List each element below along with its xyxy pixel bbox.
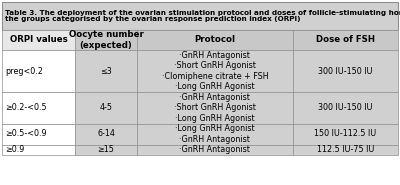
Text: 300 IU-150 IU: 300 IU-150 IU xyxy=(318,66,373,75)
Text: Table 3. The deployment of the ovarian stimulation protocol and doses of follicl: Table 3. The deployment of the ovarian s… xyxy=(5,9,400,23)
Text: ·GnRH Antagonist
·Short GnRH Agonist
·Clomiphene citrate + FSH
·Long GnRH Agonis: ·GnRH Antagonist ·Short GnRH Agonist ·Cl… xyxy=(162,51,268,91)
Text: 6-14: 6-14 xyxy=(97,130,115,139)
Text: 4-5: 4-5 xyxy=(100,103,112,112)
Bar xyxy=(137,50,293,92)
Text: ORPI values: ORPI values xyxy=(10,36,68,45)
Bar xyxy=(2,124,75,144)
Text: Oocyte number
(expected): Oocyte number (expected) xyxy=(68,30,143,50)
Bar xyxy=(75,144,137,155)
Text: Dose of FSH: Dose of FSH xyxy=(316,36,375,45)
Bar xyxy=(137,144,293,155)
Bar xyxy=(293,92,398,124)
Text: ≥0.9: ≥0.9 xyxy=(5,145,24,154)
Text: preg<0.2: preg<0.2 xyxy=(5,66,43,75)
Bar xyxy=(2,144,75,155)
Bar xyxy=(137,92,293,124)
Text: ≥15: ≥15 xyxy=(98,145,114,154)
Bar xyxy=(293,30,398,50)
Bar xyxy=(293,124,398,144)
Text: ≥0.2-<0.5: ≥0.2-<0.5 xyxy=(5,103,47,112)
Text: Protocol: Protocol xyxy=(194,36,235,45)
Bar xyxy=(2,2,398,30)
Text: ≤3: ≤3 xyxy=(100,66,112,75)
Text: ·GnRH Antagonist
·Short GnRH Agonist
·Long GnRH Agonist: ·GnRH Antagonist ·Short GnRH Agonist ·Lo… xyxy=(174,93,256,123)
Bar xyxy=(137,124,293,144)
Bar xyxy=(75,50,137,92)
Bar xyxy=(2,30,75,50)
Text: ≥0.5-<0.9: ≥0.5-<0.9 xyxy=(5,130,47,139)
Text: 112.5 IU-75 IU: 112.5 IU-75 IU xyxy=(317,145,374,154)
Bar xyxy=(75,30,137,50)
Bar xyxy=(2,92,75,124)
Text: ·GnRH Antagonist: ·GnRH Antagonist xyxy=(180,145,250,154)
Text: ·Long GnRH Agonist
·GnRH Antagonist: ·Long GnRH Agonist ·GnRH Antagonist xyxy=(175,124,255,144)
Bar xyxy=(75,92,137,124)
Bar xyxy=(2,50,75,92)
Text: 300 IU-150 IU: 300 IU-150 IU xyxy=(318,103,373,112)
Bar xyxy=(137,30,293,50)
Text: 150 IU-112.5 IU: 150 IU-112.5 IU xyxy=(314,130,377,139)
Bar xyxy=(75,124,137,144)
Bar xyxy=(293,50,398,92)
Bar xyxy=(293,144,398,155)
